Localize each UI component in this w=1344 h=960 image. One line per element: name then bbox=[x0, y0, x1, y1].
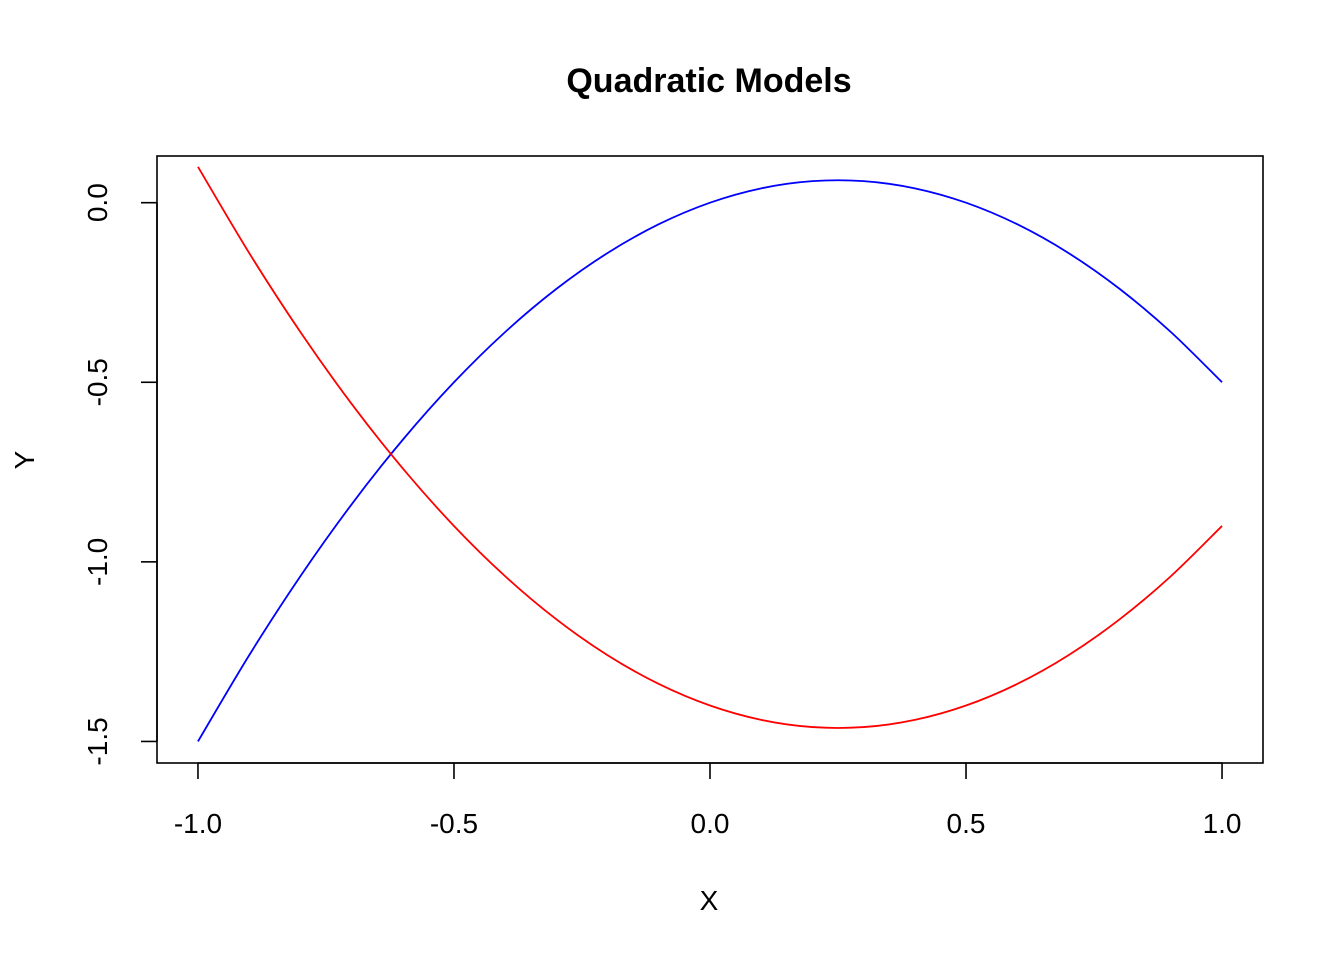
x-axis: -1.0 -0.5 0.0 0.5 1.0 bbox=[174, 762, 1242, 839]
x-tick-label: -0.5 bbox=[430, 808, 478, 839]
y-tick-label: 0.0 bbox=[82, 183, 113, 222]
y-tick-label: -1.5 bbox=[82, 717, 113, 765]
series-line-blue bbox=[197, 179, 1223, 742]
y-tick-label: -0.5 bbox=[82, 358, 113, 406]
chart-title: Quadratic Models bbox=[566, 62, 851, 100]
plot-area-frame bbox=[156, 155, 1264, 764]
x-tick-label: 0.5 bbox=[947, 808, 986, 839]
x-tick-label: -1.0 bbox=[174, 808, 222, 839]
y-axis: -1.5 -1.0 -0.5 0.0 bbox=[82, 183, 158, 766]
x-tick-label: 0.0 bbox=[691, 808, 730, 839]
series-group bbox=[197, 166, 1223, 742]
y-axis-label: Y bbox=[9, 450, 40, 469]
series-line-red bbox=[197, 166, 1223, 729]
x-tick-label: 1.0 bbox=[1203, 808, 1242, 839]
y-tick-label: -1.0 bbox=[82, 538, 113, 586]
x-axis-label: X bbox=[700, 885, 719, 916]
